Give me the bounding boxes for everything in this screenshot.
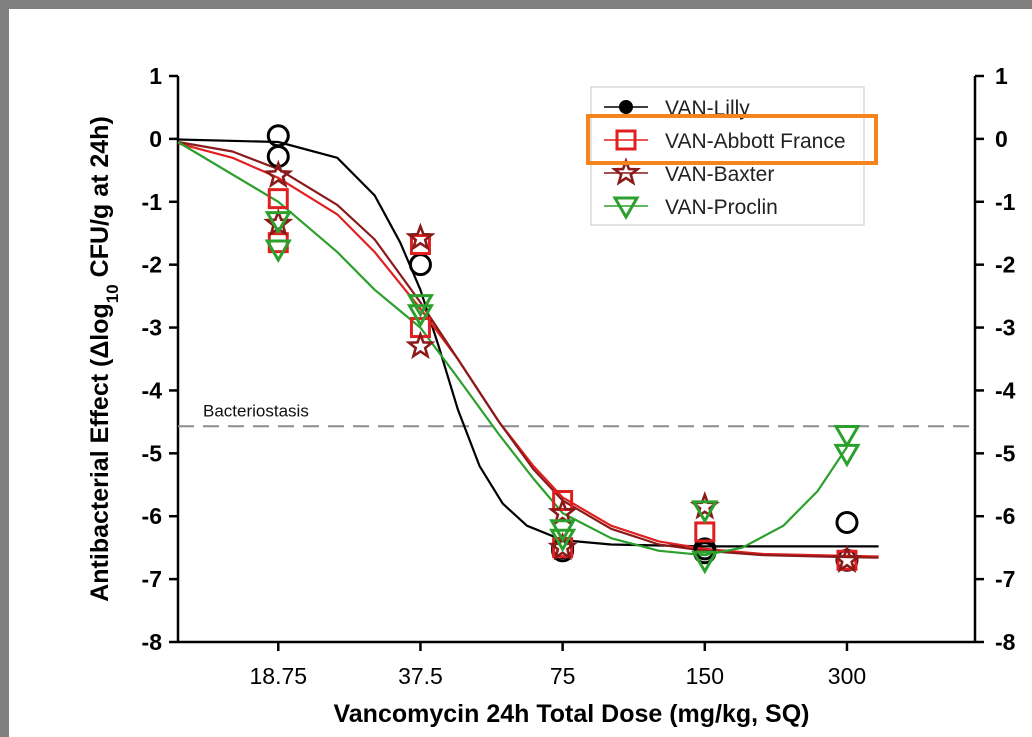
legend-highlight-box xyxy=(586,114,878,165)
y-tick-label-left: 0 xyxy=(149,126,162,152)
data-point xyxy=(405,222,436,252)
y-tick-label-right: -4 xyxy=(995,377,1016,403)
data-point xyxy=(547,531,578,561)
data-point xyxy=(409,234,431,256)
y-tick-label-left: -4 xyxy=(142,377,163,403)
y-axis-title: Antibacterial Effect (Δlog10 CFU/g at 24… xyxy=(86,116,122,602)
fit-curve-van-proclin xyxy=(177,141,848,557)
data-point xyxy=(835,511,859,535)
y-tick-label-left: -2 xyxy=(142,252,162,278)
data-point xyxy=(691,550,719,575)
y-tick-label-right: -5 xyxy=(995,440,1016,466)
series-points-van-proclin xyxy=(264,211,861,575)
y-tick-label-left: -1 xyxy=(142,189,163,215)
data-point xyxy=(406,304,435,328)
y-tick-label-left: -8 xyxy=(142,629,163,655)
data-point xyxy=(833,424,861,449)
data-point xyxy=(549,528,577,553)
y-axis-title-main: Antibacterial Effect (Δlog xyxy=(86,303,114,602)
y-tick-label-right: -3 xyxy=(995,315,1015,341)
y-tick-label-right: 0 xyxy=(995,126,1008,152)
fit-curve-van-lilly xyxy=(177,138,879,548)
legend-label: VAN-Abbott France xyxy=(665,130,846,153)
data-point xyxy=(832,544,862,574)
y-tick-label-right: 1 xyxy=(995,63,1008,89)
data-point xyxy=(408,253,432,277)
data-point xyxy=(264,239,292,263)
x-tick-label: 150 xyxy=(686,663,724,689)
y-tick-label-right: -6 xyxy=(995,503,1015,529)
data-point xyxy=(405,330,436,360)
y-axis-title-rest: CFU/g at 24h) xyxy=(86,116,114,284)
x-tick-label: 18.75 xyxy=(249,663,307,689)
x-tick-label: 37.5 xyxy=(398,663,443,689)
y-tick-label-left: -6 xyxy=(142,503,162,529)
y-tick-label-left: -7 xyxy=(142,566,162,592)
y-tick-label-right: -1 xyxy=(995,189,1016,215)
x-tick-label: 300 xyxy=(828,663,866,689)
y-tick-label-left: -5 xyxy=(142,440,163,466)
x-tick-label: 75 xyxy=(550,663,576,689)
legend-marker xyxy=(615,129,637,151)
data-point xyxy=(547,497,578,526)
data-point xyxy=(833,443,861,468)
data-point xyxy=(263,159,294,189)
legend-label: VAN-Proclin xyxy=(665,196,778,219)
data-point xyxy=(264,211,292,235)
x-axis-title: Vancomycin 24h Total Dose (mg/kg, SQ) xyxy=(333,700,809,728)
legend-marker xyxy=(612,196,640,220)
y-tick-label-right: -8 xyxy=(995,629,1016,655)
legend-marker xyxy=(619,100,633,114)
fit-curve-van-baxter xyxy=(177,140,879,559)
data-point xyxy=(691,500,719,524)
y-axis-title-subscript: 10 xyxy=(103,284,122,303)
legend-box xyxy=(590,86,865,226)
bacteriostasis-label: Bacteriostasis xyxy=(203,401,309,420)
data-point xyxy=(267,188,289,210)
legend-label: VAN-Baxter xyxy=(665,163,774,186)
y-tick-label-right: -7 xyxy=(995,566,1015,592)
y-tick-label-left: -3 xyxy=(142,315,162,341)
y-tick-label-right: -2 xyxy=(995,252,1015,278)
data-point xyxy=(552,490,574,511)
legend-marker xyxy=(611,157,641,186)
y-tick-label-left: 1 xyxy=(149,63,162,89)
